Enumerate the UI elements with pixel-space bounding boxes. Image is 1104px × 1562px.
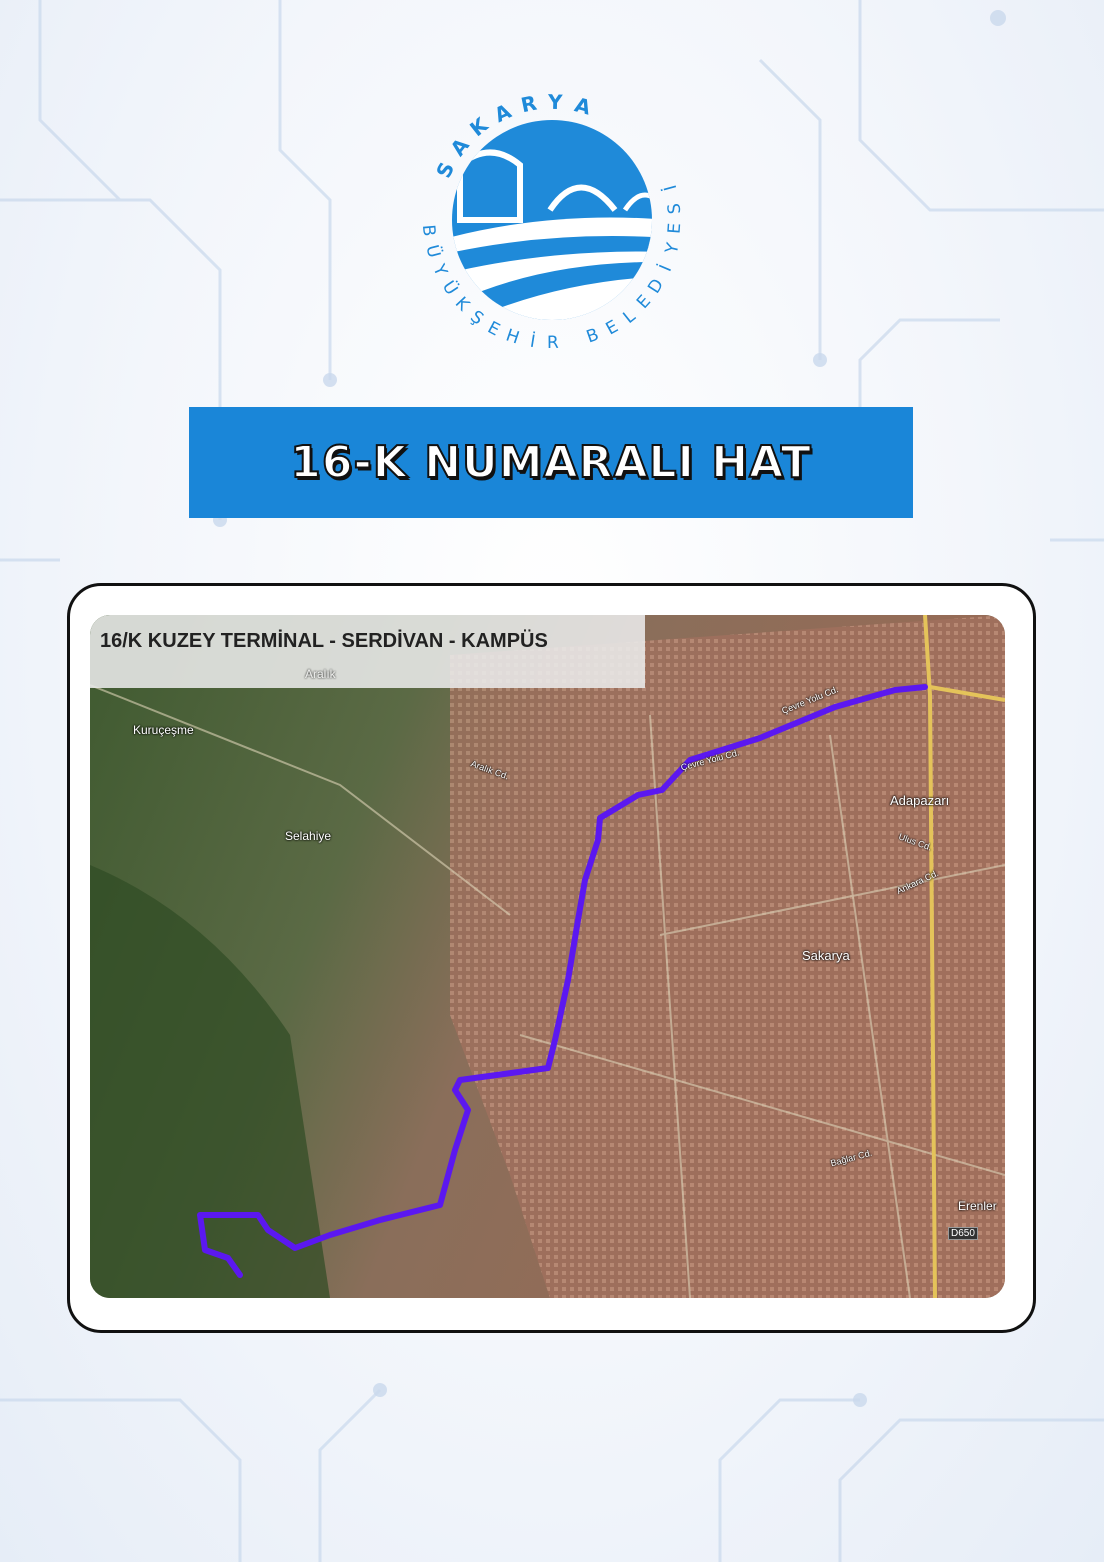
logo-bottom-text-char: R <box>546 333 559 354</box>
logo-bottom-text-char: B <box>418 224 440 238</box>
road-badge: D650 <box>948 1227 978 1240</box>
place-label: Aralık <box>305 667 336 681</box>
logo-bottom-text-char: S <box>664 201 686 215</box>
logo-bottom-text-char: E <box>664 222 686 235</box>
route-map[interactable]: 16/K KUZEY TERMİNAL - SERDİVAN - KAMPÜS … <box>90 615 1005 1298</box>
route-line <box>197 684 928 1278</box>
place-label: Sakarya <box>802 948 850 963</box>
logo-top-text-char: Y <box>548 89 564 115</box>
place-label: Erenler <box>958 1199 997 1213</box>
map-title-bar: 16/K KUZEY TERMİNAL - SERDİVAN - KAMPÜS <box>90 615 645 688</box>
route-title-banner: 16-K NUMARALI HAT <box>189 407 913 518</box>
route-title: 16-K NUMARALI HAT <box>289 436 812 489</box>
place-label: Selahiye <box>285 829 332 843</box>
place-label: Kuruçeşme <box>133 723 194 737</box>
map-title: 16/K KUZEY TERMİNAL - SERDİVAN - KAMPÜS <box>100 630 548 652</box>
logo-top-text-char: R <box>518 91 539 118</box>
place-label: Adapazarı <box>890 793 950 808</box>
logo-emblem <box>452 120 652 320</box>
